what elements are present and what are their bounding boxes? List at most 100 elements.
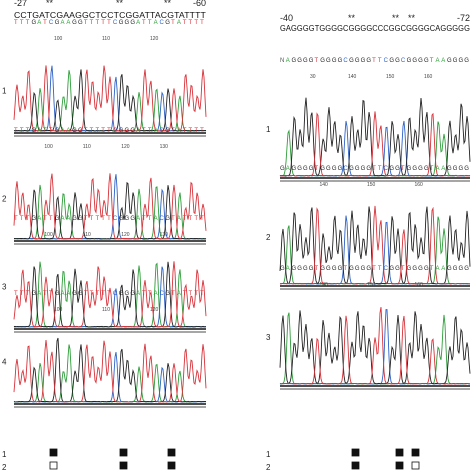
right-base-call: G bbox=[447, 58, 452, 64]
right-base-call: G bbox=[280, 166, 285, 172]
right-base-call: T bbox=[378, 58, 382, 64]
right-base-call: G bbox=[407, 166, 412, 172]
left-trace-peaks bbox=[13, 69, 207, 132]
right-reference-sequence: GAGGGGTGGGGCGGGGCCCGGCGGGGCAGGGGG bbox=[280, 23, 470, 33]
left-position-number: 120 bbox=[150, 307, 159, 313]
right-trace-label: 2 bbox=[266, 233, 271, 242]
left-position-number: 110 bbox=[102, 36, 110, 42]
left-trace-label: 2 bbox=[2, 195, 7, 204]
left-position-number: 120 bbox=[121, 232, 130, 238]
right-trace-peaks bbox=[279, 310, 471, 385]
right-trace-peaks bbox=[279, 307, 471, 385]
left-base-call: G bbox=[72, 128, 77, 134]
left-base-call: T bbox=[171, 20, 175, 26]
right-base-call: A bbox=[435, 166, 440, 172]
left-base-call: T bbox=[95, 216, 99, 222]
left-base-call: A bbox=[136, 20, 141, 26]
right-base-call: G bbox=[332, 166, 337, 172]
left-base-call: T bbox=[90, 291, 94, 297]
right-position-number: 140 bbox=[320, 282, 329, 288]
right-base-call: G bbox=[349, 58, 354, 64]
right-base-call: G bbox=[366, 58, 371, 64]
right-base-call: T bbox=[343, 266, 347, 272]
left-base-call: T bbox=[200, 216, 204, 222]
left-trace-label: 1 bbox=[2, 87, 7, 96]
left-base-call: T bbox=[20, 291, 24, 297]
left-base-call: A bbox=[66, 291, 71, 297]
right-base-call: T bbox=[378, 166, 382, 172]
left-base-call: G bbox=[72, 291, 77, 297]
right-star-marker: ** bbox=[348, 13, 356, 23]
left-position-number: 110 bbox=[83, 232, 91, 238]
right-base-call: T bbox=[378, 266, 382, 272]
left-base-call: A bbox=[154, 216, 159, 222]
left-base-call: T bbox=[194, 291, 198, 297]
left-base-call: G bbox=[119, 216, 124, 222]
left-trace-label: 4 bbox=[2, 358, 7, 367]
right-marker-square bbox=[395, 448, 404, 457]
left-base-call: C bbox=[113, 20, 118, 26]
left-base-call: A bbox=[37, 128, 42, 134]
left-base-call: T bbox=[148, 291, 152, 297]
left-base-call: C bbox=[159, 291, 164, 297]
right-base-call: T bbox=[315, 166, 319, 172]
right-base-call: G bbox=[292, 58, 297, 64]
right-base-call: T bbox=[401, 266, 405, 272]
left-panel: -27 -60** ** **CCTGATCGAAGGCTCCTCGGATTACGTA… bbox=[2, 0, 207, 472]
right-position-number: 30 bbox=[310, 74, 316, 80]
left-base-call: A bbox=[136, 128, 141, 134]
left-marker-square bbox=[49, 448, 58, 457]
right-base-call: T bbox=[430, 58, 434, 64]
left-range-start: -27 bbox=[14, 0, 27, 8]
left-base-call: T bbox=[200, 128, 204, 134]
left-base-call: G bbox=[78, 291, 83, 297]
left-bottom-row-label: 2 bbox=[2, 463, 7, 472]
left-position-number: 130 bbox=[160, 144, 169, 150]
left-range-end: -60 bbox=[193, 0, 206, 8]
left-base-call: A bbox=[177, 20, 182, 26]
left-base-call: T bbox=[20, 20, 24, 26]
left-base-call: T bbox=[84, 20, 88, 26]
right-trace-peaks bbox=[279, 206, 471, 285]
right-trace-peaks bbox=[279, 309, 470, 385]
right-position-number: 150 bbox=[367, 182, 376, 188]
left-base-call: G bbox=[72, 216, 77, 222]
left-base-call: G bbox=[165, 128, 170, 134]
left-base-call: T bbox=[14, 291, 18, 297]
right-base-call: G bbox=[361, 266, 366, 272]
left-base-call: T bbox=[95, 20, 99, 26]
left-star-marker: ** bbox=[116, 0, 124, 8]
right-base-call: G bbox=[303, 58, 308, 64]
right-range-end: -72 bbox=[457, 13, 470, 23]
left-base-call: T bbox=[43, 216, 47, 222]
right-base-call: G bbox=[453, 58, 458, 64]
left-base-call: T bbox=[200, 20, 204, 26]
right-star-marker: ** bbox=[408, 13, 416, 23]
left-base-call: T bbox=[14, 216, 18, 222]
right-base-call: A bbox=[286, 58, 291, 64]
right-base-call: G bbox=[303, 166, 308, 172]
left-base-call: T bbox=[148, 20, 152, 26]
left-base-call: T bbox=[148, 216, 152, 222]
left-base-call: T bbox=[101, 20, 105, 26]
left-base-call: G bbox=[55, 20, 60, 26]
right-base-call: G bbox=[458, 58, 463, 64]
left-base-call: A bbox=[61, 291, 66, 297]
right-base-call: G bbox=[309, 266, 314, 272]
right-base-call: A bbox=[441, 266, 446, 272]
right-base-call: A bbox=[441, 166, 446, 172]
right-trace-peaks bbox=[279, 205, 471, 285]
left-base-call: T bbox=[183, 20, 187, 26]
right-position-number: 160 bbox=[415, 282, 424, 288]
left-base-call: T bbox=[194, 20, 198, 26]
right-base-call: G bbox=[326, 166, 331, 172]
left-base-call: G bbox=[130, 20, 135, 26]
right-base-call: G bbox=[320, 266, 325, 272]
left-star-marker: ** bbox=[46, 0, 54, 8]
left-base-call: A bbox=[154, 128, 159, 134]
left-base-call: T bbox=[84, 291, 88, 297]
